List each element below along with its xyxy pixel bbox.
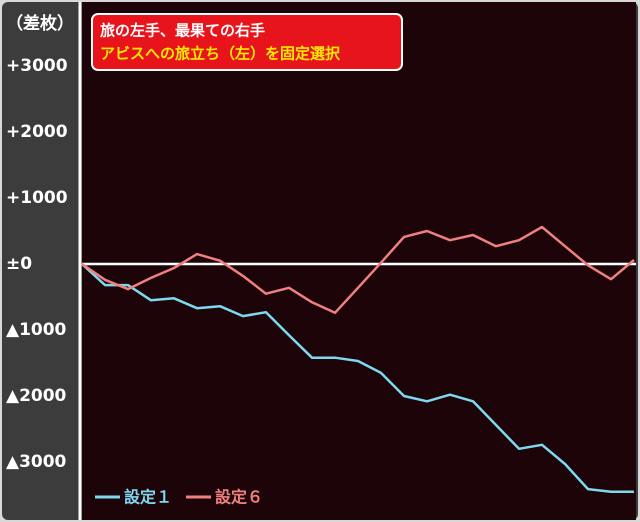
y-tick-label: +3000 [6,56,68,76]
y-tick-label: +2000 [6,122,68,142]
y-axis-label: （差枚） [6,13,74,34]
plot [81,225,636,493]
series-line [81,225,635,315]
y-tick-label: ▲2000 [6,386,67,406]
legend-label: 設定１ [124,488,172,507]
plot-area [82,2,636,520]
legend-label: 設定６ [215,488,263,507]
y-tick-label: ±0 [6,254,32,274]
y-tick-label: ▲1000 [6,320,67,340]
y-tick-label: ▲3000 [6,452,67,472]
chart-subtitle: アビスへの旅立ち（左）を固定選択 [100,45,341,63]
series-line [81,263,634,493]
title-box [91,13,403,71]
y-tick-label: +1000 [6,188,68,208]
chart-title: 旅の左手、最果ての右手 [100,22,265,40]
